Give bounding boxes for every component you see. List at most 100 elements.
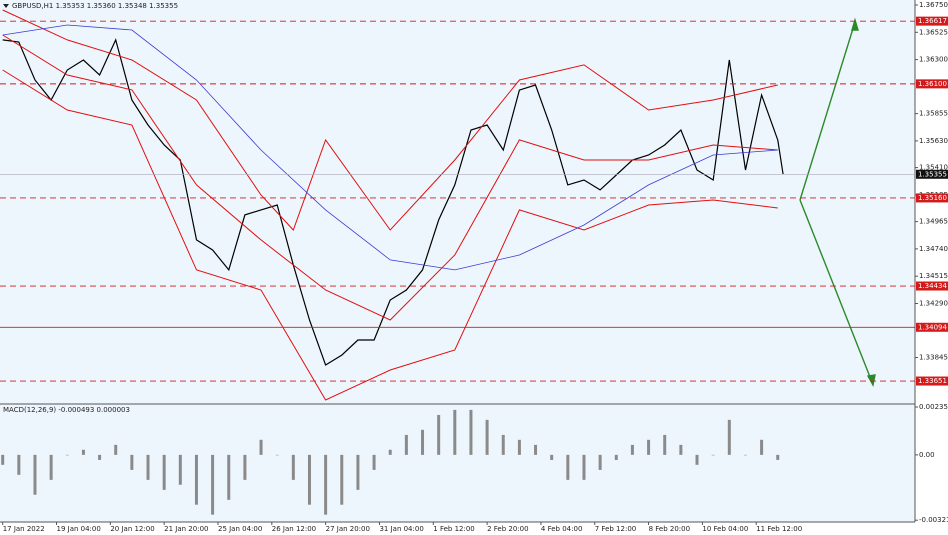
macd-bar: [679, 444, 683, 455]
macd-bar: [727, 419, 731, 455]
y-tick-label: 1.36750: [919, 1, 948, 9]
level-label: 1.34094: [918, 323, 947, 331]
macd-bar: [695, 454, 699, 465]
macd-bar: [404, 434, 408, 455]
last-price-label: 1.35355: [918, 170, 947, 178]
y-tick-label: 1.36300: [919, 56, 948, 64]
y-tick-label: 1.33845: [919, 353, 948, 361]
y-tick-label: 1.36525: [919, 28, 948, 36]
x-tick-label: 7 Feb 12:00: [595, 525, 636, 533]
macd-bar: [630, 444, 634, 455]
arrow-up: [799, 21, 856, 201]
macd-bar: [388, 449, 392, 455]
macd-bar: [130, 454, 134, 470]
plot-background: [0, 0, 915, 522]
x-tick-label: 25 Jan 04:00: [218, 525, 262, 533]
last-price-box: [916, 169, 948, 179]
level-label: 1.36617: [918, 17, 947, 25]
macd-bar: [227, 454, 231, 500]
macd-bar: [614, 454, 618, 460]
macd-bar: [98, 454, 102, 460]
price-line: [2, 9, 778, 231]
level-label: 1.36100: [918, 80, 947, 88]
macd-bar: [711, 454, 715, 456]
macd-bar: [33, 454, 37, 495]
macd-bar: [356, 454, 360, 490]
macd-bar: [49, 454, 53, 480]
y-tick-label: 1.35855: [919, 110, 948, 118]
macd-bar: [65, 454, 69, 456]
macd-bar: [566, 454, 570, 480]
macd-bar: [437, 414, 441, 455]
macd-bar: [501, 434, 505, 455]
price-line: [2, 38, 784, 366]
x-tick-label: 31 Jan 04:00: [379, 525, 423, 533]
macd-bar: [582, 454, 586, 480]
y-tick-label: 1.34965: [919, 218, 948, 226]
price-line: [2, 24, 778, 271]
level-label-box: [916, 376, 948, 386]
macd-bar: [647, 439, 651, 455]
macd-bar: [146, 454, 150, 480]
level-label: 1.35160: [918, 194, 947, 202]
macd-bar: [453, 409, 457, 455]
macd-bar: [81, 449, 85, 455]
level-label-box: [916, 193, 948, 203]
arrow-down: [799, 199, 873, 383]
macd-bar: [469, 409, 473, 455]
x-tick-label: 27 Jan 20:00: [326, 525, 370, 533]
level-label-box: [916, 281, 948, 291]
macd-bar: [194, 454, 198, 505]
macd-bar: [598, 454, 602, 470]
x-tick-label: 1 Feb 12:00: [433, 525, 474, 533]
y-tick-label: 1.35630: [919, 137, 948, 145]
macd-bar: [517, 439, 521, 455]
x-tick-label: 4 Feb 04:00: [541, 525, 582, 533]
macd-bar: [743, 454, 747, 456]
x-tick-label: 2 Feb 20:00: [487, 525, 528, 533]
y-tick-label: 1.34740: [919, 245, 948, 253]
macd-bar: [291, 454, 295, 480]
x-tick-label: 17 Jan 2022: [3, 525, 45, 533]
macd-bar: [178, 454, 182, 485]
y-tick-label: 0.002352: [919, 403, 948, 411]
level-label-box: [916, 16, 948, 26]
macd-bar: [485, 419, 489, 455]
macd-bar: [259, 439, 263, 455]
macd-bar: [162, 454, 166, 490]
menu-triangle[interactable]: [3, 4, 9, 8]
x-tick-label: 20 Jan 12:00: [110, 525, 154, 533]
macd-bar: [776, 454, 780, 460]
price-line: [2, 34, 778, 321]
macd-bar: [663, 434, 667, 455]
macd-bar: [275, 454, 279, 456]
macd-bar: [760, 439, 764, 455]
macd-bar: [534, 444, 538, 455]
y-tick-label: -0.003212: [919, 516, 948, 524]
level-label: 1.33651: [918, 377, 947, 385]
x-tick-label: 26 Jan 12:00: [272, 525, 316, 533]
x-tick-label: 11 Feb 12:00: [756, 525, 802, 533]
x-tick-label: 8 Feb 20:00: [649, 525, 690, 533]
macd-bar: [211, 454, 215, 515]
macd-bar: [372, 454, 376, 470]
y-tick-label: 0.00: [919, 451, 935, 459]
forecast-arrows: [799, 17, 876, 388]
macd-bar: [421, 429, 425, 455]
macd-bar: [1, 454, 5, 465]
price-line: [2, 69, 778, 401]
level-label-box: [916, 322, 948, 332]
arrow-head: [851, 17, 859, 31]
macd-bar: [307, 454, 311, 505]
x-tick-label: 19 Jan 04:00: [57, 525, 101, 533]
macd-bar: [243, 454, 247, 480]
y-tick-label: 1.34290: [919, 300, 948, 308]
level-label: 1.34434: [918, 282, 947, 290]
macd-bar: [340, 454, 344, 505]
macd-bar: [324, 454, 328, 515]
x-tick-label: 21 Jan 20:00: [164, 525, 208, 533]
y-tick-label: 1.34515: [919, 272, 948, 280]
macd-bar: [114, 444, 118, 455]
